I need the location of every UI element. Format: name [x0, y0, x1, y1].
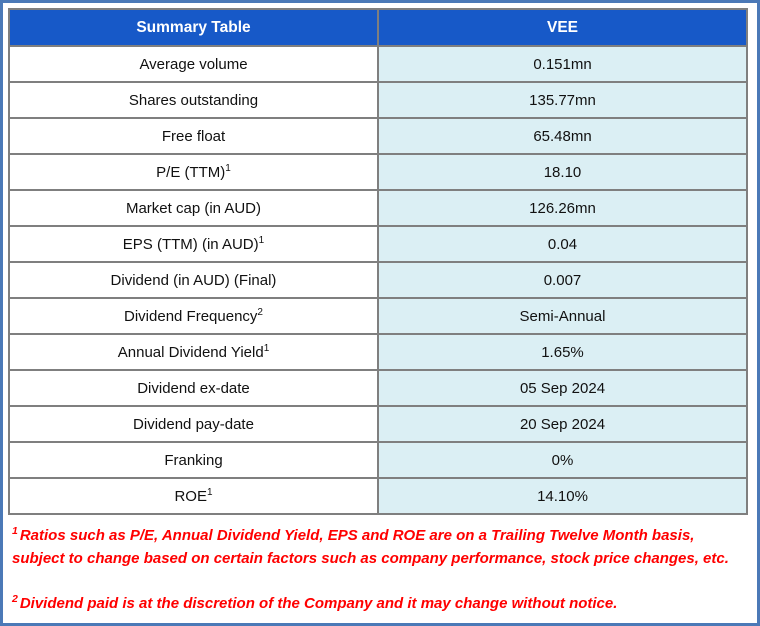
row-value: 14.10% [377, 477, 748, 515]
row-label-superscript: 1 [206, 486, 213, 498]
row-label-text: Average volume [139, 55, 248, 73]
footnote-text: Ratios such as P/E, Annual Dividend Yiel… [12, 527, 729, 568]
row-value: 135.77mn [377, 81, 748, 119]
row-value: 126.26mn [377, 189, 748, 227]
row-label-text: ROE [174, 487, 207, 505]
row-label-text: Free float [161, 127, 226, 145]
table-row: Annual Dividend Yield1 1.65% [8, 333, 748, 371]
footnote-superscript: 1 [12, 525, 18, 537]
table-row: Shares outstanding 135.77mn [8, 81, 748, 119]
table-row: EPS (TTM) (in AUD)1 0.04 [8, 225, 748, 263]
row-value: 0% [377, 441, 748, 479]
row-label: Dividend pay-date [8, 405, 379, 443]
row-label: P/E (TTM)1 [8, 153, 379, 191]
row-label-text: Market cap (in AUD) [125, 199, 262, 217]
row-label-text: Dividend Frequency [124, 307, 258, 325]
row-value: 20 Sep 2024 [377, 405, 748, 443]
footnote-ttm-basis: 1 Ratios such as P/E, Annual Dividend Yie… [12, 524, 748, 571]
row-label-superscript: 2 [257, 306, 263, 318]
table-row: P/E (TTM)1 18.10 [8, 153, 748, 191]
row-value: 1.65% [377, 333, 748, 371]
row-label: Dividend Frequency2 [8, 297, 379, 335]
footnotes-section: 1 Ratios such as P/E, Annual Dividend Yie… [8, 515, 752, 615]
row-label-text: Franking [164, 451, 223, 469]
table-body: Average volume 0.151mn Shares outstandin… [8, 45, 748, 515]
row-value: 18.10 [377, 153, 748, 191]
table-row: Dividend (in AUD) (Final) 0.007 [8, 261, 748, 299]
row-label-text: P/E (TTM) [156, 163, 226, 181]
row-value: Semi-Annual [377, 297, 748, 335]
row-label: Market cap (in AUD) [8, 189, 379, 227]
row-label-text: Annual Dividend Yield [117, 343, 264, 361]
row-label-superscript: 1 [258, 234, 265, 246]
row-label: Annual Dividend Yield1 [8, 333, 379, 371]
table-row: ROE1 14.10% [8, 477, 748, 515]
table-row: Dividend ex-date 05 Sep 2024 [8, 369, 748, 407]
row-label: Dividend ex-date [8, 369, 379, 407]
table-row: Free float 65.48mn [8, 117, 748, 155]
footnote-text: Dividend paid is at the discretion of th… [19, 594, 618, 612]
row-label: Dividend (in AUD) (Final) [8, 261, 379, 299]
row-label: EPS (TTM) (in AUD)1 [8, 225, 379, 263]
footnote-superscript: 2 [12, 592, 18, 605]
row-label: Shares outstanding [8, 81, 379, 119]
row-label-superscript: 1 [263, 342, 270, 354]
table-row: Franking 0% [8, 441, 748, 479]
row-value: 0.04 [377, 225, 748, 263]
table-header-row: Summary Table VEE [8, 8, 748, 47]
row-label-superscript: 1 [225, 162, 231, 174]
row-label: Free float [8, 117, 379, 155]
summary-table: Summary Table VEE Average volume 0.151mn… [8, 8, 748, 515]
row-label-text: Dividend ex-date [137, 379, 250, 397]
row-value: 65.48mn [377, 117, 748, 155]
row-label: ROE1 [8, 477, 379, 515]
row-label-text: Dividend pay-date [133, 415, 254, 433]
row-label-text: Shares outstanding [128, 91, 259, 109]
row-label: Franking [8, 441, 379, 479]
row-value: 0.151mn [377, 45, 748, 83]
row-value: 0.007 [377, 261, 748, 299]
row-label: Average volume [8, 45, 379, 83]
table-row: Market cap (in AUD) 126.26mn [8, 189, 748, 227]
row-label-text: EPS (TTM) (in AUD) [122, 235, 259, 253]
table-row: Dividend Frequency2 Semi-Annual [8, 297, 748, 335]
footnote-dividend-discretion: 2 Dividend paid is at the discretion of t… [12, 592, 748, 615]
table-header: Summary Table VEE [8, 8, 748, 47]
table-header-title: Summary Table [8, 8, 379, 47]
table-row: Average volume 0.151mn [8, 45, 748, 83]
row-value: 05 Sep 2024 [377, 369, 748, 407]
table-header-ticker: VEE [377, 8, 748, 47]
row-label-text: Dividend (in AUD) (Final) [110, 271, 277, 289]
table-row: Dividend pay-date 20 Sep 2024 [8, 405, 748, 443]
